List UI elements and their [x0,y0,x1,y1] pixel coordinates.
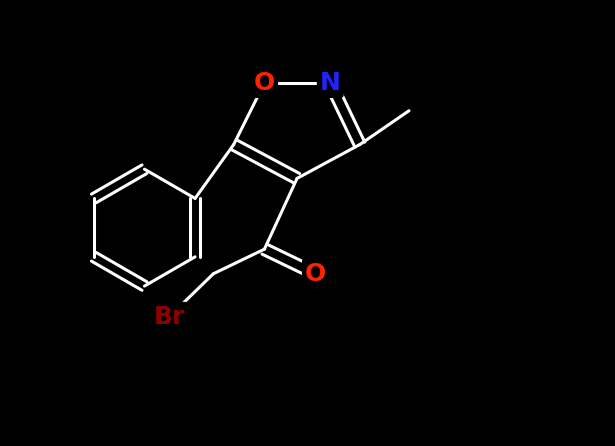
Text: O: O [254,71,275,95]
Text: N: N [320,71,341,95]
Text: O: O [305,262,326,286]
Text: Br: Br [153,305,184,329]
